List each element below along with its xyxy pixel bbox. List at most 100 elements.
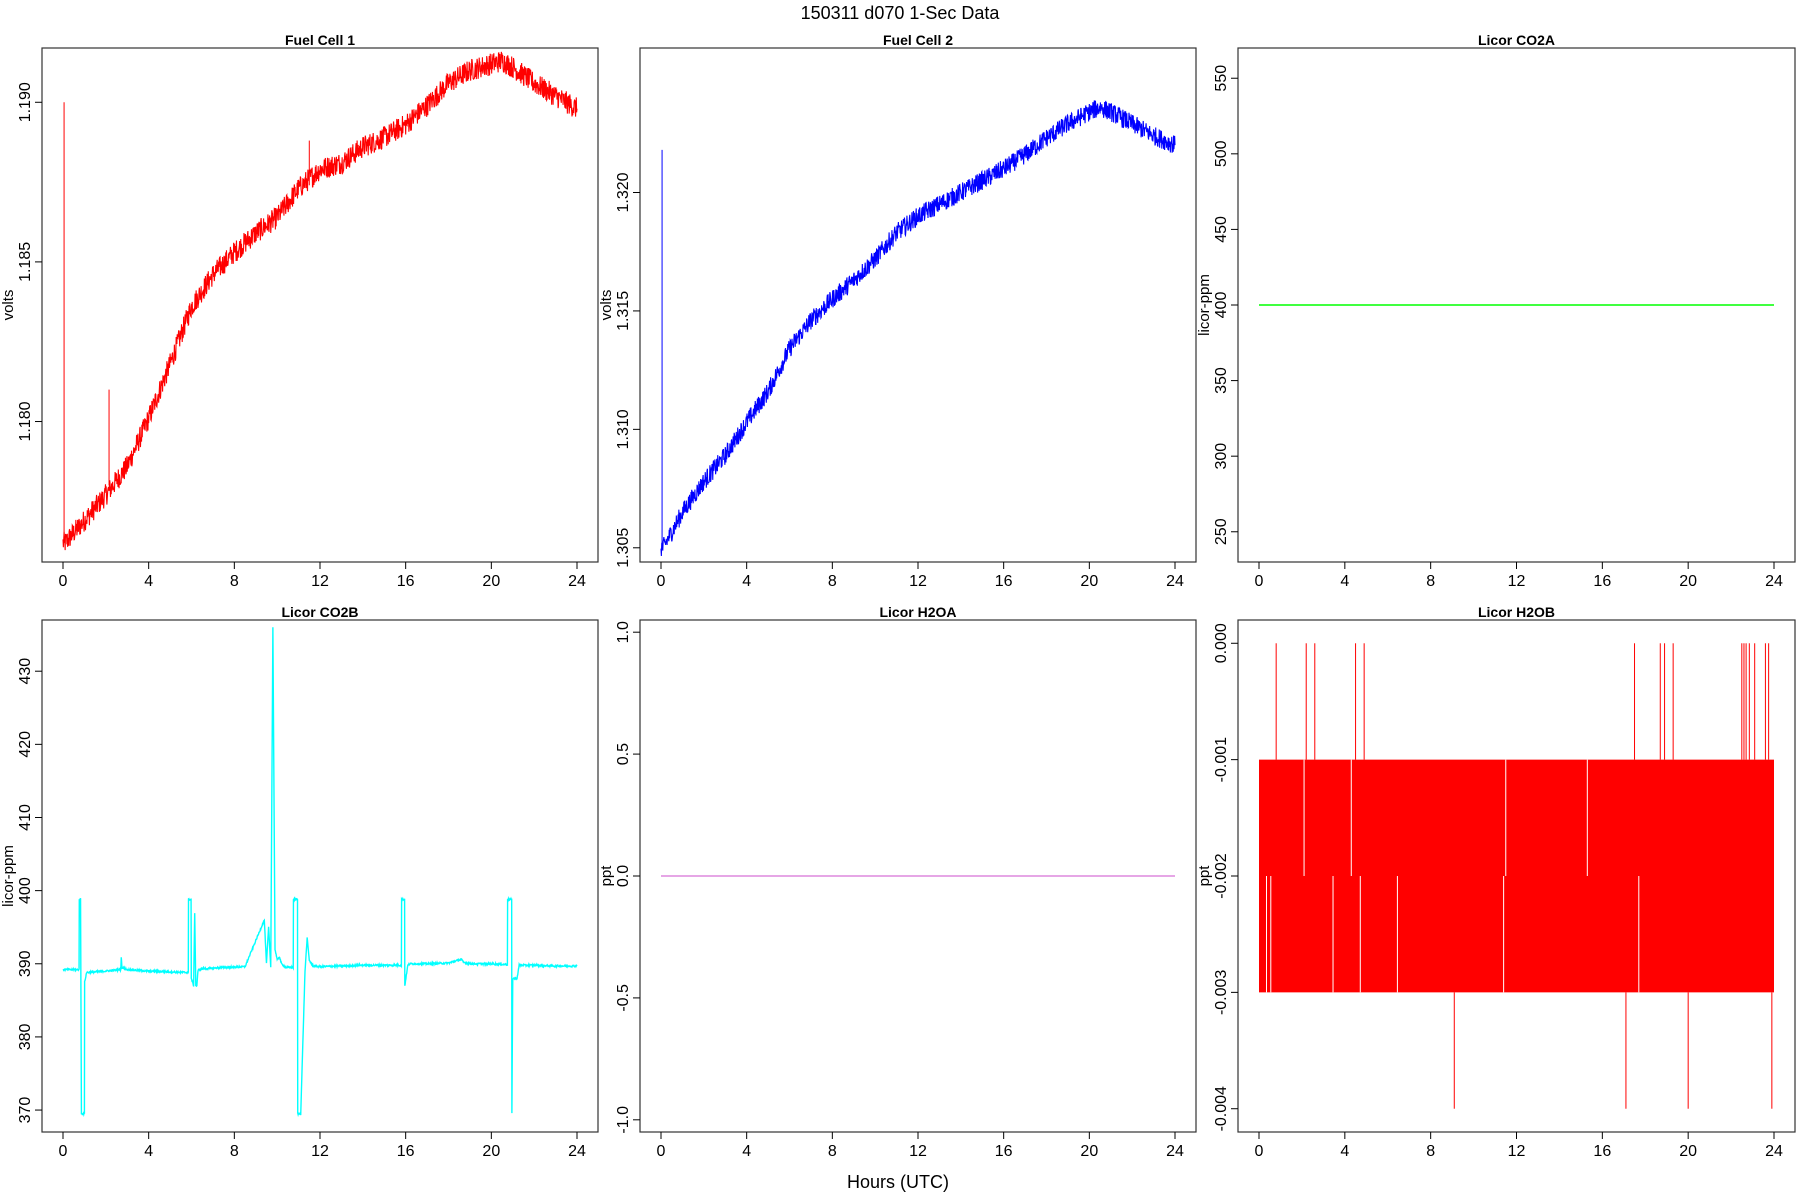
y-tick-label: 250 [1213,518,1230,545]
x-tick-label: 16 [397,1143,415,1160]
x-tick-label: 20 [1679,1143,1697,1160]
x-tick-label: 8 [230,1143,239,1160]
x-tick-label: 16 [995,1143,1013,1160]
x-tick-label: 4 [742,573,751,590]
plot-frame [41,619,599,1133]
y-tick-label: 1.0 [615,621,632,643]
x-axis-label: Hours (UTC) [847,1172,949,1192]
x-tick-label: 12 [1508,1143,1526,1160]
series-line [660,100,1176,556]
plot-frame [41,47,599,563]
x-tick-label: 8 [828,1143,837,1160]
panel-5: Licor H2OA ppt 0 4 8 12 16 20 24 -1.0 -0.5 0.0 0.5 1.… [598,604,1197,1160]
y-tick-label: 0.0 [615,865,632,887]
x-tick-label: 8 [230,573,239,590]
panel-1: Fuel Cell 1 volts 0 4 8 12 16 20 24 1.180 1.185 1.1… [0,32,599,590]
y-tick-label: 1.305 [615,528,632,568]
y-tick-label: 420 [17,731,34,758]
panel-title: Licor CO2B [281,604,358,620]
y-tick-label: 1.320 [615,172,632,212]
series-line [62,627,578,1118]
y-tick-label: -0.003 [1213,970,1230,1015]
y-tick-label: -0.5 [615,984,632,1012]
x-tick-label: 24 [1166,573,1184,590]
y-tick-label: 550 [1213,65,1230,92]
x-tick-label: 16 [397,573,415,590]
y-tick-label: -0.001 [1213,737,1230,782]
x-tick-label: 24 [568,1143,586,1160]
x-tick-label: 16 [1593,1143,1611,1160]
panel-title: Licor CO2A [1478,32,1555,48]
x-tick-label: 12 [311,1143,329,1160]
y-tick-label: 430 [17,658,34,685]
x-tick-label: 8 [1426,573,1435,590]
x-tick-label: 20 [482,573,500,590]
x-tick-label: 0 [1255,1143,1264,1160]
x-tick-label: 0 [1255,573,1264,590]
x-tick-label: 12 [311,573,329,590]
y-tick-label: 390 [17,950,34,977]
x-tick-label: 20 [482,1143,500,1160]
y-tick-label: 0.5 [615,743,632,765]
y-tick-label: -1.0 [615,1106,632,1134]
x-tick-label: 4 [1340,573,1349,590]
x-tick-label: 4 [144,1143,153,1160]
y-axis-label: volts [598,290,615,321]
y-tick-label: 410 [17,804,34,831]
x-tick-label: 8 [828,573,837,590]
x-tick-label: 16 [1593,573,1611,590]
y-tick-label: 0.000 [1213,623,1230,663]
y-tick-label: 400 [1213,292,1230,319]
y-tick-label: 1.310 [615,409,632,449]
y-tick-label: 450 [1213,216,1230,243]
panel-4: Licor CO2B licor-ppm 0 4 8 12 16 20 24 370 380 390 4… [0,604,599,1160]
y-tick-label: 400 [17,877,34,904]
x-tick-label: 12 [1508,573,1526,590]
panels: Fuel Cell 1 volts 0 4 8 12 16 20 24 1.180 1.185 1.1… [0,32,1796,1160]
y-tick-label: 350 [1213,367,1230,394]
panel-3: Licor CO2A licor-ppm 0 4 8 12 16 20 24 250 300 350 4… [1196,32,1796,590]
x-tick-label: 20 [1679,573,1697,590]
panel-title: Licor H2OB [1478,604,1555,620]
panel-title: Fuel Cell 1 [285,32,355,48]
series-band [1259,759,1774,993]
x-tick-label: 24 [1765,1143,1783,1160]
panel-2: Fuel Cell 2 volts 0 4 8 12 16 20 24 1.305 1.310 1.3… [598,32,1197,590]
x-tick-label: 20 [1080,1143,1098,1160]
x-tick-label: 24 [1765,573,1783,590]
y-axis-label: volts [0,290,17,321]
y-tick-label: 1.190 [17,82,34,122]
y-tick-label: -0.002 [1213,853,1230,898]
series-line [62,51,578,551]
panel-title: Fuel Cell 2 [883,32,953,48]
panel-title: Licor H2OA [879,604,956,620]
x-tick-label: 4 [144,573,153,590]
x-tick-label: 12 [909,1143,927,1160]
y-tick-label: 1.180 [17,401,34,441]
x-tick-label: 16 [995,573,1013,590]
y-tick-label: 300 [1213,443,1230,470]
y-tick-label: 370 [17,1097,34,1124]
x-tick-label: 0 [59,573,68,590]
x-tick-label: 12 [909,573,927,590]
y-tick-label: 380 [17,1023,34,1050]
y-axis-label: licor-ppm [1196,274,1213,336]
y-axis-label: ppt [598,865,615,887]
x-tick-label: 0 [657,1143,666,1160]
x-tick-label: 4 [1340,1143,1349,1160]
x-tick-label: 4 [742,1143,751,1160]
x-tick-label: 0 [657,573,666,590]
y-tick-label: -0.004 [1213,1086,1230,1131]
y-axis-label: licor-ppm [0,845,17,907]
y-tick-label: 1.185 [17,242,34,282]
x-tick-label: 0 [59,1143,68,1160]
x-tick-label: 24 [1166,1143,1184,1160]
main-title: 150311 d070 1-Sec Data [801,3,1001,23]
y-axis-label: ppt [1196,865,1213,887]
panel-6: Licor H2OB ppt 0 4 8 12 16 20 24 -0.004 -0.003 -0.0… [1196,604,1796,1160]
y-tick-label: 1.315 [615,291,632,331]
x-tick-label: 24 [568,573,586,590]
y-tick-label: 500 [1213,140,1230,167]
plot-frame [639,47,1197,563]
